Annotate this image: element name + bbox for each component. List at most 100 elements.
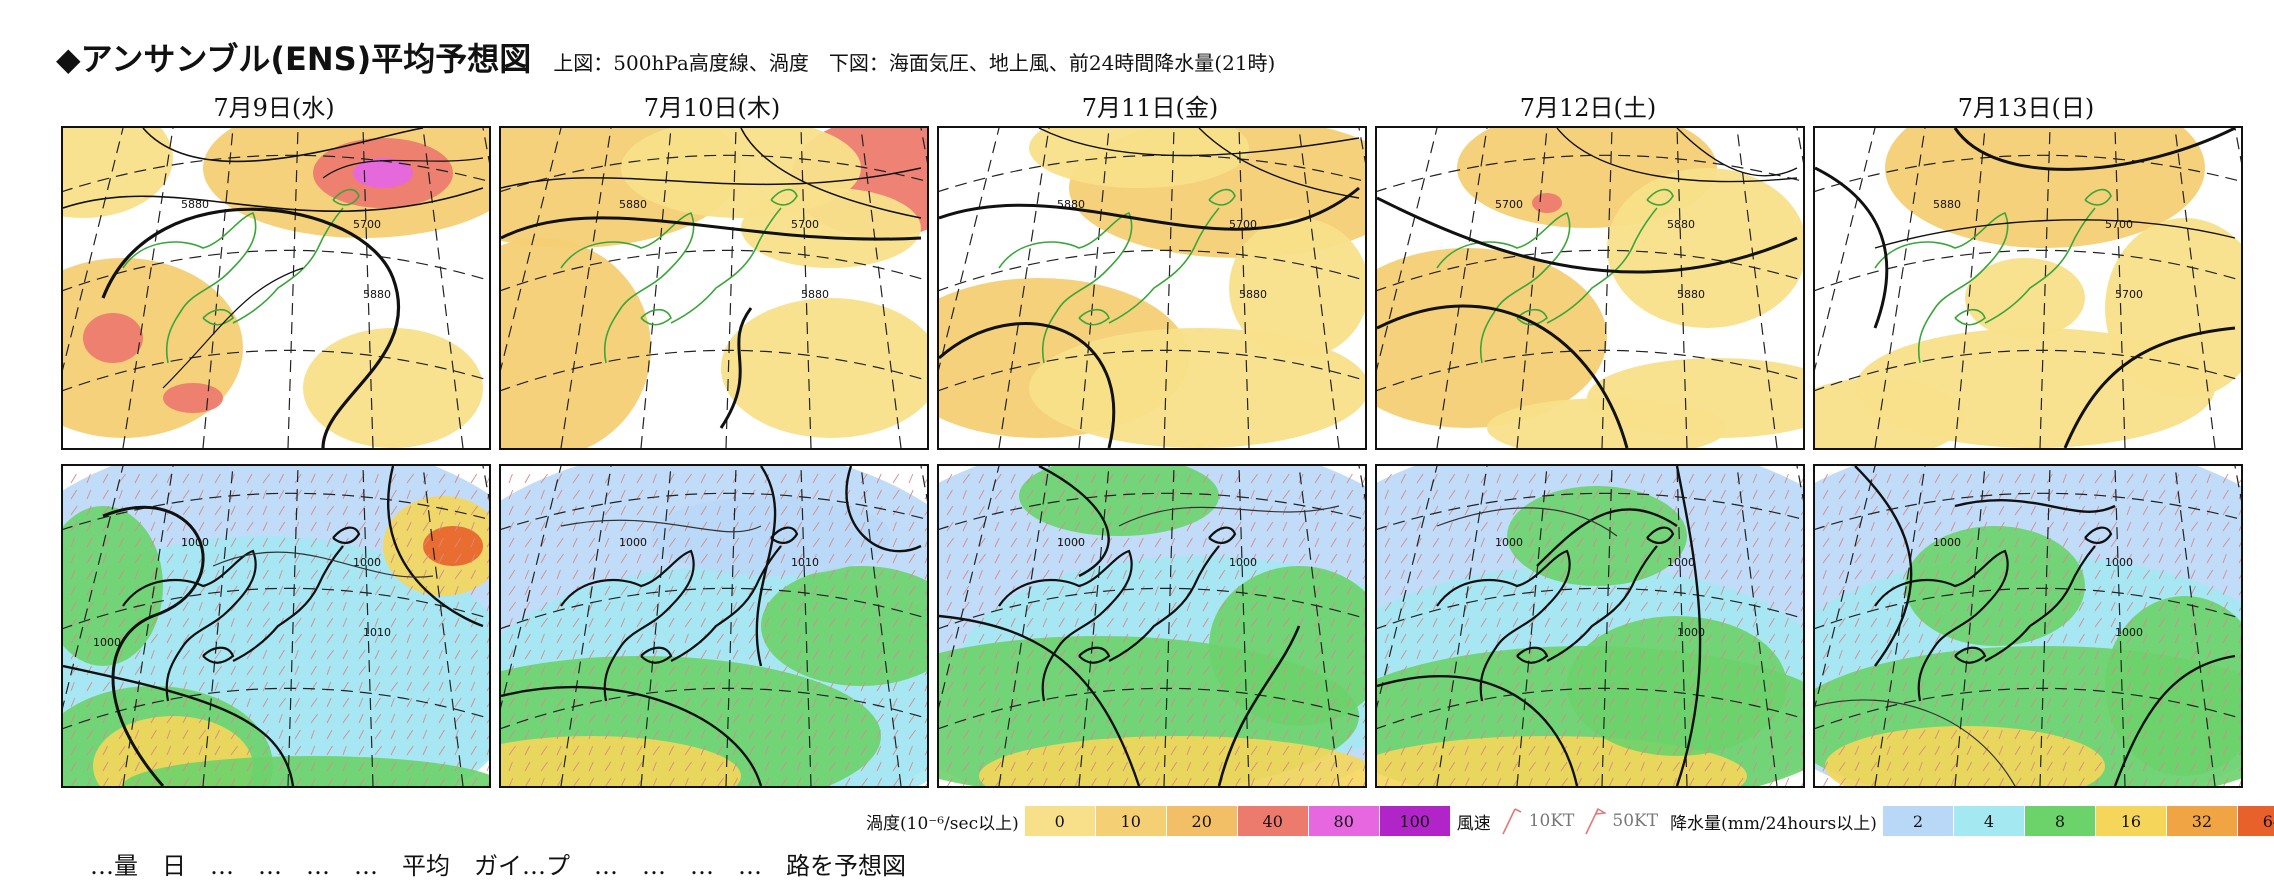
coastline xyxy=(122,526,361,702)
precip-area xyxy=(1905,526,2085,646)
pressure-contour-label: 1000 xyxy=(2115,626,2143,639)
precip-area xyxy=(123,756,489,786)
wind-barb-10kt-icon xyxy=(1501,808,1522,835)
isoline xyxy=(939,186,1360,231)
footer-cut-text: …量 日 … … … … 平均 ガイ…プ … … … … 路を予想図 xyxy=(90,852,906,880)
lower-map-panel-4: 1000 1000 1000 xyxy=(1375,464,1805,788)
date-label-2: 7月10日(木) xyxy=(643,94,781,122)
height-contour-label: 5700 xyxy=(1495,198,1523,211)
precip-area xyxy=(423,526,483,566)
vorticity-map: 5880 5700 5880 xyxy=(63,128,489,448)
precip-area xyxy=(1825,726,2105,786)
isoline xyxy=(1217,625,1301,786)
upper-map-panel-3: 5880 5700 5880 xyxy=(937,126,1367,450)
pressure-contour-label: 1000 xyxy=(1667,556,1695,569)
vorticity-area xyxy=(1029,328,1365,448)
wind-50kt-label: 50KT xyxy=(1612,811,1659,831)
isoline xyxy=(755,466,777,667)
pressure-contour-label: 1000 xyxy=(1677,626,1705,639)
precip-legend-label: 降水量(mm/24hours以上) xyxy=(1670,813,1877,834)
pressure-contour-label: 1000 xyxy=(353,556,381,569)
height-contour-label: 5880 xyxy=(181,198,209,211)
isoline xyxy=(102,505,205,786)
pressure-contour-label: 1000 xyxy=(619,536,647,549)
vorticity-area xyxy=(303,328,483,448)
precip-area xyxy=(1567,616,1787,756)
pressure-precip-map: 1000 1000 1000 xyxy=(1377,466,1803,786)
height-contour-label: 5880 xyxy=(363,288,391,301)
wind-barb-field xyxy=(946,473,1365,786)
height-contour-label: 5880 xyxy=(1057,198,1085,211)
height-contour-label: 5880 xyxy=(801,288,829,301)
isoline xyxy=(1536,508,1678,567)
isoline xyxy=(939,322,1116,448)
vorticity-area xyxy=(1487,398,1727,448)
vorticity-map: 5880 5700 5880 xyxy=(501,128,927,448)
precip-area xyxy=(651,496,891,576)
date-label-1: 7月9日(水) xyxy=(213,94,335,122)
pressure-contour-label: 1000 xyxy=(1057,536,1085,549)
isoline xyxy=(1377,674,1579,786)
isoline xyxy=(1118,505,1340,527)
precip-area xyxy=(501,736,741,786)
coastline xyxy=(560,188,798,364)
isoline xyxy=(1038,128,1360,157)
vorticity-area xyxy=(721,298,927,438)
isoline xyxy=(1954,499,2116,513)
lower-map-panel-3: 1000 1000 xyxy=(937,464,1367,788)
precip-swatch-64: 64 xyxy=(2237,806,2274,836)
upper-map-panel-2: 5880 5700 5880 xyxy=(499,126,929,450)
isoline xyxy=(1953,128,2236,171)
wind-barb-50kt-icon xyxy=(1585,807,1607,835)
height-contour-label: 5700 xyxy=(2105,218,2133,231)
map-graticule xyxy=(501,466,927,786)
vorticity-area xyxy=(353,158,413,188)
pressure-contour-label: 1000 xyxy=(2105,556,2133,569)
isoline xyxy=(2113,654,2236,786)
coastline xyxy=(1874,526,2113,702)
isoline xyxy=(212,551,434,578)
wind-legend-label: 風速 xyxy=(1456,813,1491,834)
isoline xyxy=(2063,326,2236,448)
isoline xyxy=(560,519,762,533)
map-graticule xyxy=(939,128,1365,448)
pressure-contour-label: 1000 xyxy=(1229,556,1257,569)
vorticity-swatch-0: 0 xyxy=(1024,806,1095,836)
isoline xyxy=(322,157,484,179)
vorticity-swatch-80: 80 xyxy=(1308,806,1379,836)
vorticity-area xyxy=(1029,128,1249,188)
isoline xyxy=(1815,699,2016,786)
isoline xyxy=(1675,466,1702,786)
isoline xyxy=(501,685,763,786)
pressure-precip-map: 1000 1000 1010 1000 xyxy=(63,466,489,786)
height-contour-label: 5700 xyxy=(791,218,819,231)
isoline xyxy=(101,207,401,448)
precip-swatch-4: 4 xyxy=(1953,806,2024,836)
isoline xyxy=(63,187,484,212)
isoline xyxy=(1854,466,1913,667)
vorticity-area xyxy=(501,238,651,448)
vorticity-swatch-10: 10 xyxy=(1095,806,1166,836)
vorticity-legend-label: 渦度(10⁻⁶/sec以上) xyxy=(866,813,1019,834)
pressure-contour-label: 1000 xyxy=(93,636,121,649)
page-subtitle: 上図：500hPa高度線、渦度 下図：海面気圧、地上風、前24時間降水量(21時… xyxy=(553,51,1276,75)
vorticity-area xyxy=(1229,218,1365,358)
coastline xyxy=(998,526,1237,702)
height-contour-label: 5880 xyxy=(1239,288,1267,301)
wind-10kt-label: 10KT xyxy=(1528,811,1575,831)
vorticity-area xyxy=(1885,128,2205,248)
lower-map-panel-1: 1000 1000 1010 1000 xyxy=(61,464,491,788)
isoline xyxy=(1815,166,1889,329)
isoline xyxy=(719,307,753,429)
isoline xyxy=(1436,507,1618,537)
upper-map-panel-4: 5700 5880 5880 xyxy=(1375,126,1805,450)
vorticity-swatch-40: 40 xyxy=(1237,806,1308,836)
pressure-precip-map: 1000 1010 xyxy=(501,466,927,786)
height-contour-label: 5700 xyxy=(1229,218,1257,231)
date-label-3: 7月11日(金) xyxy=(1081,94,1219,122)
isoline xyxy=(740,128,922,219)
vorticity-area xyxy=(1815,378,1965,448)
precip-area xyxy=(761,566,927,686)
vorticity-area xyxy=(163,383,223,413)
isoline xyxy=(142,128,424,163)
